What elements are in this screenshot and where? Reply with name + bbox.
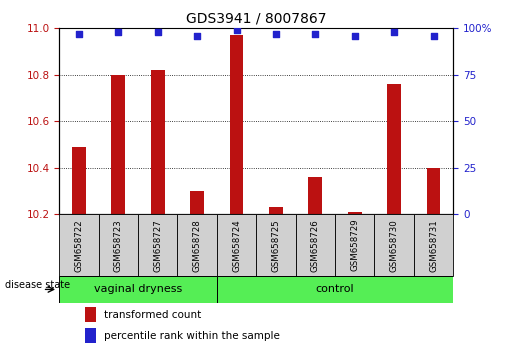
Point xyxy=(351,33,359,39)
Bar xyxy=(256,214,296,276)
Text: GSM658727: GSM658727 xyxy=(153,219,162,272)
Bar xyxy=(190,191,204,214)
Bar xyxy=(335,214,374,276)
Bar xyxy=(217,276,453,303)
Bar xyxy=(230,35,244,214)
Bar xyxy=(138,214,177,276)
Text: GSM658724: GSM658724 xyxy=(232,219,241,272)
Bar xyxy=(348,212,362,214)
Bar xyxy=(85,329,96,343)
Bar xyxy=(59,214,99,276)
Text: vaginal dryness: vaginal dryness xyxy=(94,284,182,295)
Bar xyxy=(374,214,414,276)
Bar xyxy=(308,177,322,214)
Point xyxy=(390,29,398,35)
Point xyxy=(272,31,280,37)
Text: GSM658728: GSM658728 xyxy=(193,219,201,272)
Bar xyxy=(296,214,335,276)
Text: GSM658729: GSM658729 xyxy=(350,219,359,272)
Bar xyxy=(59,276,217,303)
Bar xyxy=(99,214,138,276)
Bar xyxy=(151,70,165,214)
Point xyxy=(311,31,319,37)
Text: GSM658723: GSM658723 xyxy=(114,219,123,272)
Bar xyxy=(111,75,125,214)
Bar xyxy=(269,207,283,214)
Point xyxy=(193,33,201,39)
Point xyxy=(232,27,241,33)
Text: transformed count: transformed count xyxy=(104,310,201,320)
Bar xyxy=(72,147,86,214)
Point xyxy=(75,31,83,37)
Text: GSM658725: GSM658725 xyxy=(271,219,280,272)
Bar xyxy=(387,84,401,214)
Text: GSM658730: GSM658730 xyxy=(390,219,399,272)
Point xyxy=(153,29,162,35)
Text: GSM658722: GSM658722 xyxy=(75,219,83,272)
Bar xyxy=(426,168,440,214)
Title: GDS3941 / 8007867: GDS3941 / 8007867 xyxy=(186,12,327,26)
Bar xyxy=(414,214,453,276)
Bar xyxy=(177,214,217,276)
Text: percentile rank within the sample: percentile rank within the sample xyxy=(104,331,280,341)
Bar xyxy=(217,214,256,276)
Point xyxy=(114,29,123,35)
Text: control: control xyxy=(316,284,354,295)
Text: GSM658726: GSM658726 xyxy=(311,219,320,272)
Text: disease state: disease state xyxy=(5,280,70,290)
Text: GSM658731: GSM658731 xyxy=(429,219,438,272)
Bar xyxy=(85,307,96,322)
Point xyxy=(430,33,438,39)
